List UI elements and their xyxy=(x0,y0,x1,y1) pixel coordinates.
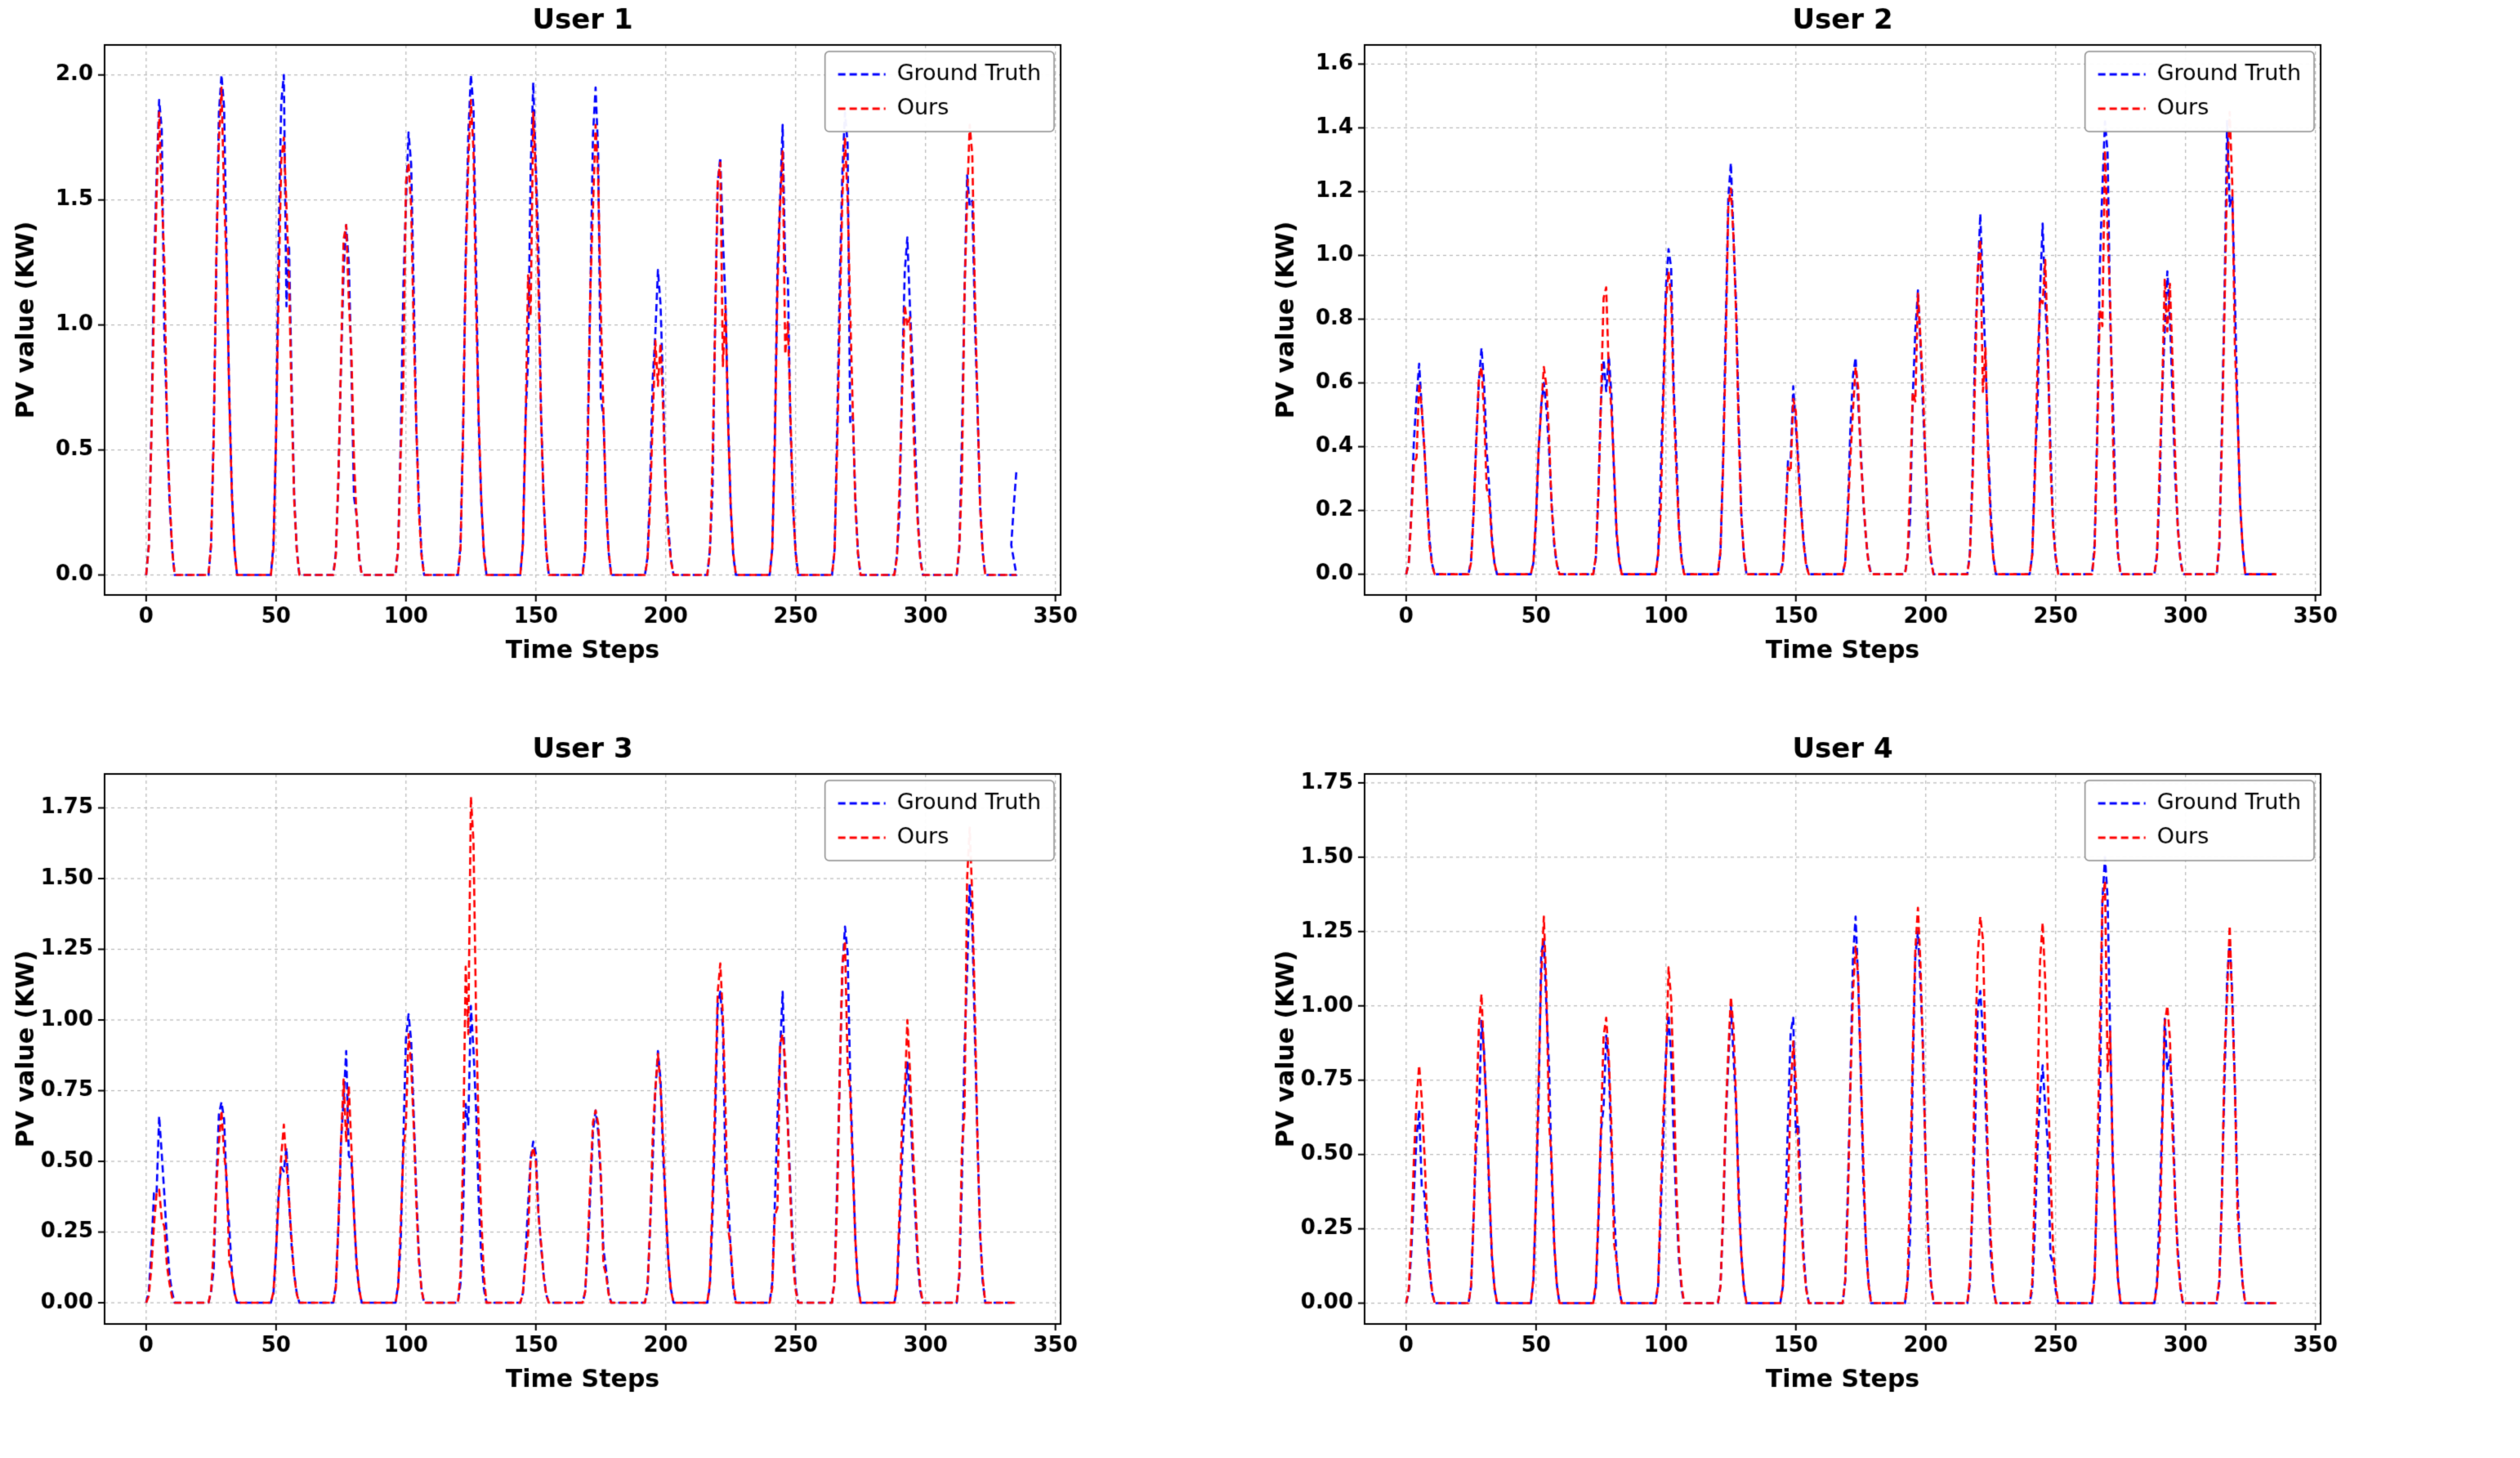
chart-user-3 xyxy=(0,729,1260,1458)
chart-user-2 xyxy=(1260,0,2520,729)
subplot-user-3 xyxy=(0,729,1260,1458)
subplot-user-1 xyxy=(0,0,1260,729)
chart-user-4 xyxy=(1260,729,2520,1458)
subplot-user-2 xyxy=(1260,0,2520,729)
chart-user-1 xyxy=(0,0,1260,729)
subplot-user-4 xyxy=(1260,729,2520,1458)
